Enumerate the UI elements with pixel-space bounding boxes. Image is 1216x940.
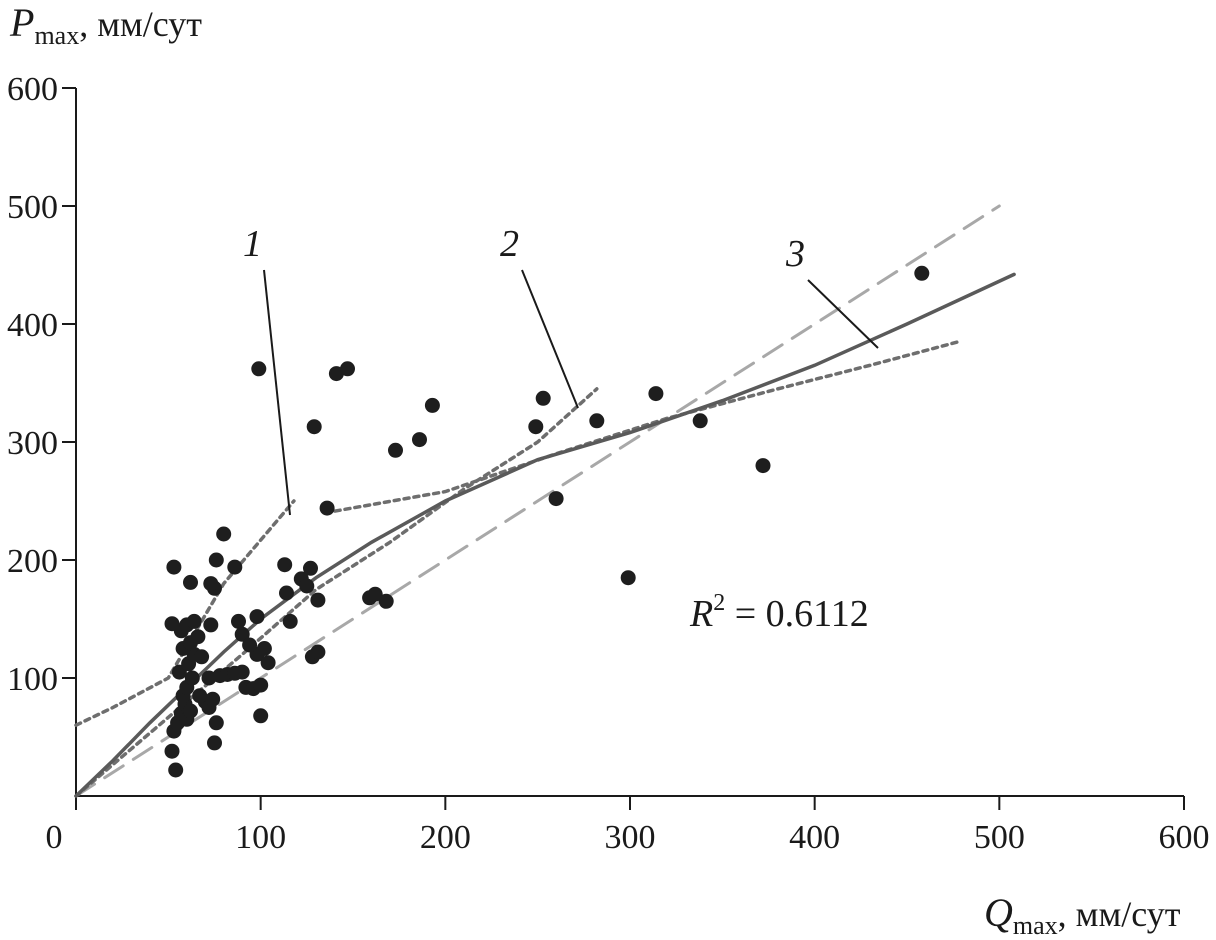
data-point [231,613,246,629]
data-point [340,361,355,377]
y-tick-label: 100 [7,661,58,698]
y-axis-title: Pmax, мм/сут [9,0,202,50]
data-point [251,361,267,377]
data-point [216,526,232,542]
data-point [183,574,198,590]
data-point [164,743,180,759]
series-line-5 [74,272,1016,798]
data-point [227,559,243,575]
x-tick-label: 300 [605,819,656,856]
data-point [205,691,221,707]
data-point [203,617,219,633]
curve-label-3-leader [807,279,879,349]
x-tick-label: 400 [789,819,840,856]
data-point [535,390,551,406]
data-point [208,715,224,731]
data-point [253,677,269,693]
data-point [548,491,564,507]
labels: Pmax, мм/сут Qmax, мм/сут R2 = 0.6112 1 … [9,0,1181,940]
data-point [194,649,210,665]
data-point [242,637,258,653]
data-point [234,664,250,680]
y-tick-label: 600 [7,71,58,108]
x-tick-label: 100 [235,819,286,856]
curve-label-2-leader [521,269,579,409]
data-point [207,735,222,751]
data-point [306,419,322,435]
x-tick-label: 600 [1159,819,1210,856]
y-tick-label: 500 [7,189,58,226]
data-point [249,609,265,625]
data-point [303,560,318,576]
data-point [755,458,771,474]
y-tick-label: 400 [7,307,58,344]
data-point [528,419,544,435]
data-point [256,641,272,656]
curve-label-1-leader [263,269,291,516]
data-point [692,413,708,429]
axes: 0 100 200 300 400 500 600 100 200 300 400 500 600 [7,71,1210,856]
data-points [164,265,930,778]
data-point [648,386,664,402]
data-point [310,592,326,608]
data-point [260,655,276,671]
data-point [190,629,206,645]
x-axis-title: Qmax, мм/сут [984,890,1181,940]
data-point [388,442,403,458]
data-point [310,644,326,660]
data-point [279,585,294,601]
y-tick-label: 300 [7,425,58,462]
series-line-3 [74,387,599,798]
data-point [299,578,315,594]
fit-lines [74,204,1016,798]
data-point [620,570,636,586]
data-point [186,613,202,629]
data-point [253,708,269,724]
r-squared-annotation: R2 = 0.6112 [689,590,869,635]
curve-label-1: 1 [243,223,262,265]
x-tick-label: 500 [974,819,1025,856]
data-point [168,762,184,778]
data-point [164,616,180,632]
series-line-2 [74,499,296,727]
data-point [203,576,219,592]
curve-label-3: 3 [785,233,805,275]
data-point [412,432,427,448]
data-point [914,265,930,281]
x-tick-label: 200 [420,819,471,856]
data-point [192,688,208,704]
data-point [166,559,182,575]
y-tick-label: 200 [7,543,58,580]
data-point [424,397,440,413]
series-line-1 [74,204,1001,798]
data-point [277,557,293,573]
data-point [378,593,394,609]
data-point [234,626,250,642]
data-point [282,613,298,629]
data-point [319,500,335,516]
data-point [208,552,224,568]
curve-label-2: 2 [500,223,519,265]
data-point [367,586,383,602]
data-point [589,413,605,429]
x-tick-label: 0 [46,819,63,856]
data-point [183,703,198,719]
data-point [184,670,200,686]
